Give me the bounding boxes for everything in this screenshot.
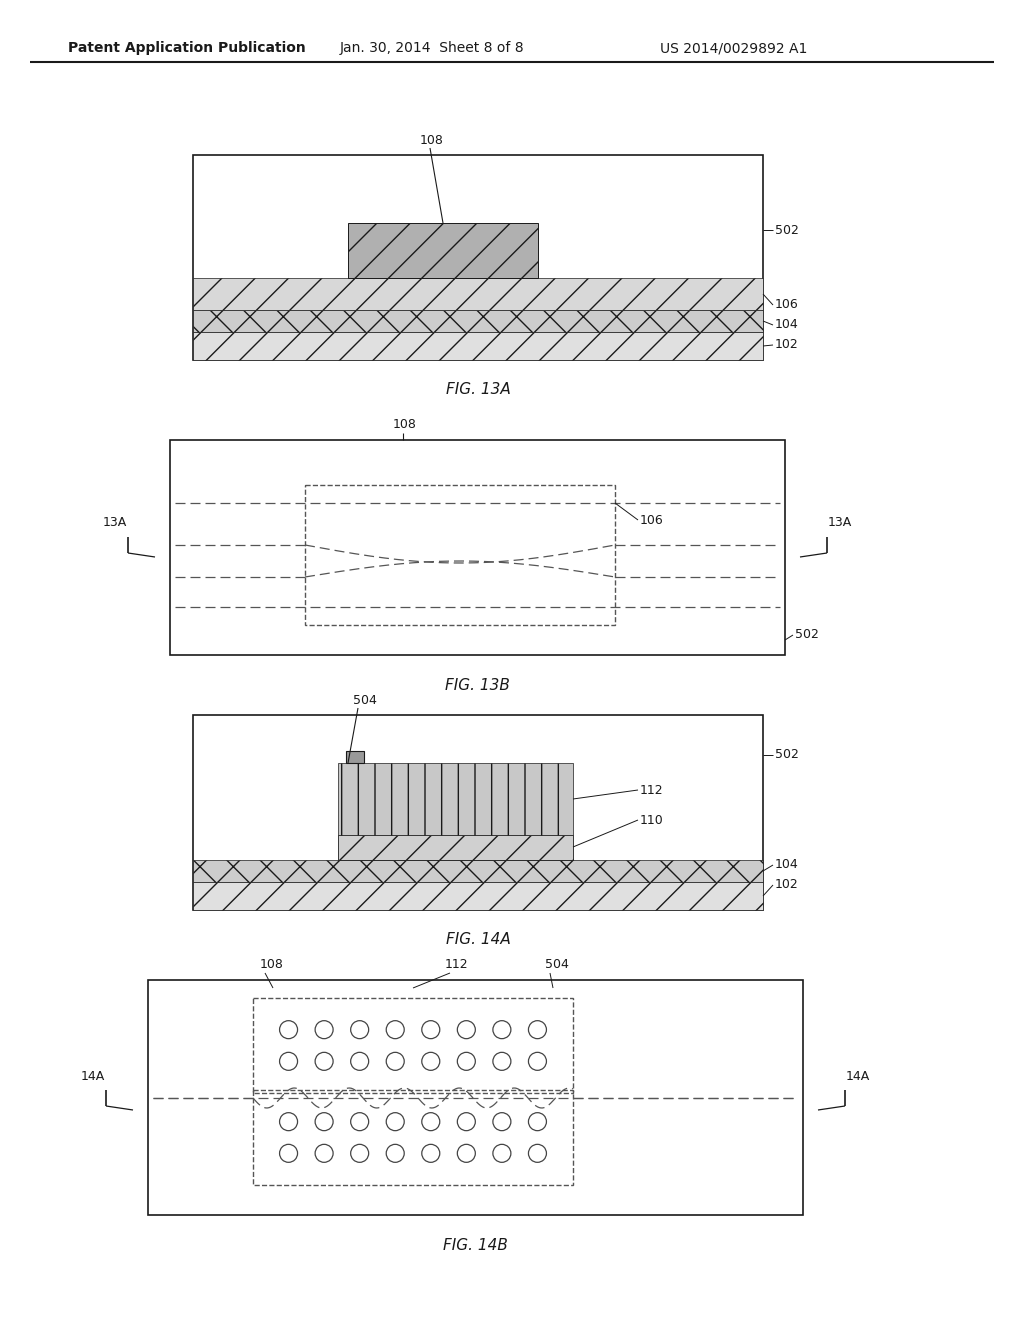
Bar [193, 154, 763, 360]
Text: 108: 108 [260, 958, 284, 972]
Bar [193, 882, 763, 909]
Bar [346, 751, 364, 763]
Bar [338, 836, 573, 861]
Text: Patent Application Publication: Patent Application Publication [68, 41, 306, 55]
Text: 106: 106 [640, 513, 664, 527]
Text: 102: 102 [775, 879, 799, 891]
Bar [193, 310, 763, 333]
Text: FIG. 13B: FIG. 13B [444, 677, 509, 693]
Text: 502: 502 [795, 628, 819, 642]
Bar [193, 333, 763, 360]
Text: 504: 504 [353, 693, 377, 706]
Text: 502: 502 [775, 223, 799, 236]
Text: US 2014/0029892 A1: US 2014/0029892 A1 [660, 41, 807, 55]
Text: 112: 112 [640, 784, 664, 796]
Text: FIG. 14A: FIG. 14A [445, 932, 510, 948]
Bar [193, 715, 763, 909]
Bar [253, 998, 573, 1093]
Bar [338, 763, 573, 836]
Text: 14A: 14A [81, 1069, 105, 1082]
Text: 13A: 13A [827, 516, 852, 529]
Text: 108: 108 [420, 133, 443, 147]
Text: 112: 112 [445, 958, 469, 972]
Bar [305, 484, 615, 624]
Text: 104: 104 [775, 858, 799, 871]
Text: Jan. 30, 2014  Sheet 8 of 8: Jan. 30, 2014 Sheet 8 of 8 [340, 41, 524, 55]
Text: FIG. 14B: FIG. 14B [442, 1238, 508, 1253]
Bar [193, 279, 763, 310]
Text: 13A: 13A [102, 516, 127, 529]
Bar [170, 440, 785, 655]
Bar [148, 979, 803, 1214]
Text: 102: 102 [775, 338, 799, 351]
Text: 504: 504 [545, 958, 569, 972]
Bar [193, 861, 763, 882]
Text: 14A: 14A [846, 1069, 870, 1082]
Text: 106: 106 [775, 298, 799, 312]
Text: FIG. 13A: FIG. 13A [445, 383, 510, 397]
Text: 502: 502 [775, 748, 799, 762]
Bar [253, 1090, 573, 1185]
Text: 110: 110 [640, 813, 664, 826]
Bar [348, 223, 538, 279]
Text: 104: 104 [775, 318, 799, 331]
Text: 108: 108 [393, 418, 417, 432]
